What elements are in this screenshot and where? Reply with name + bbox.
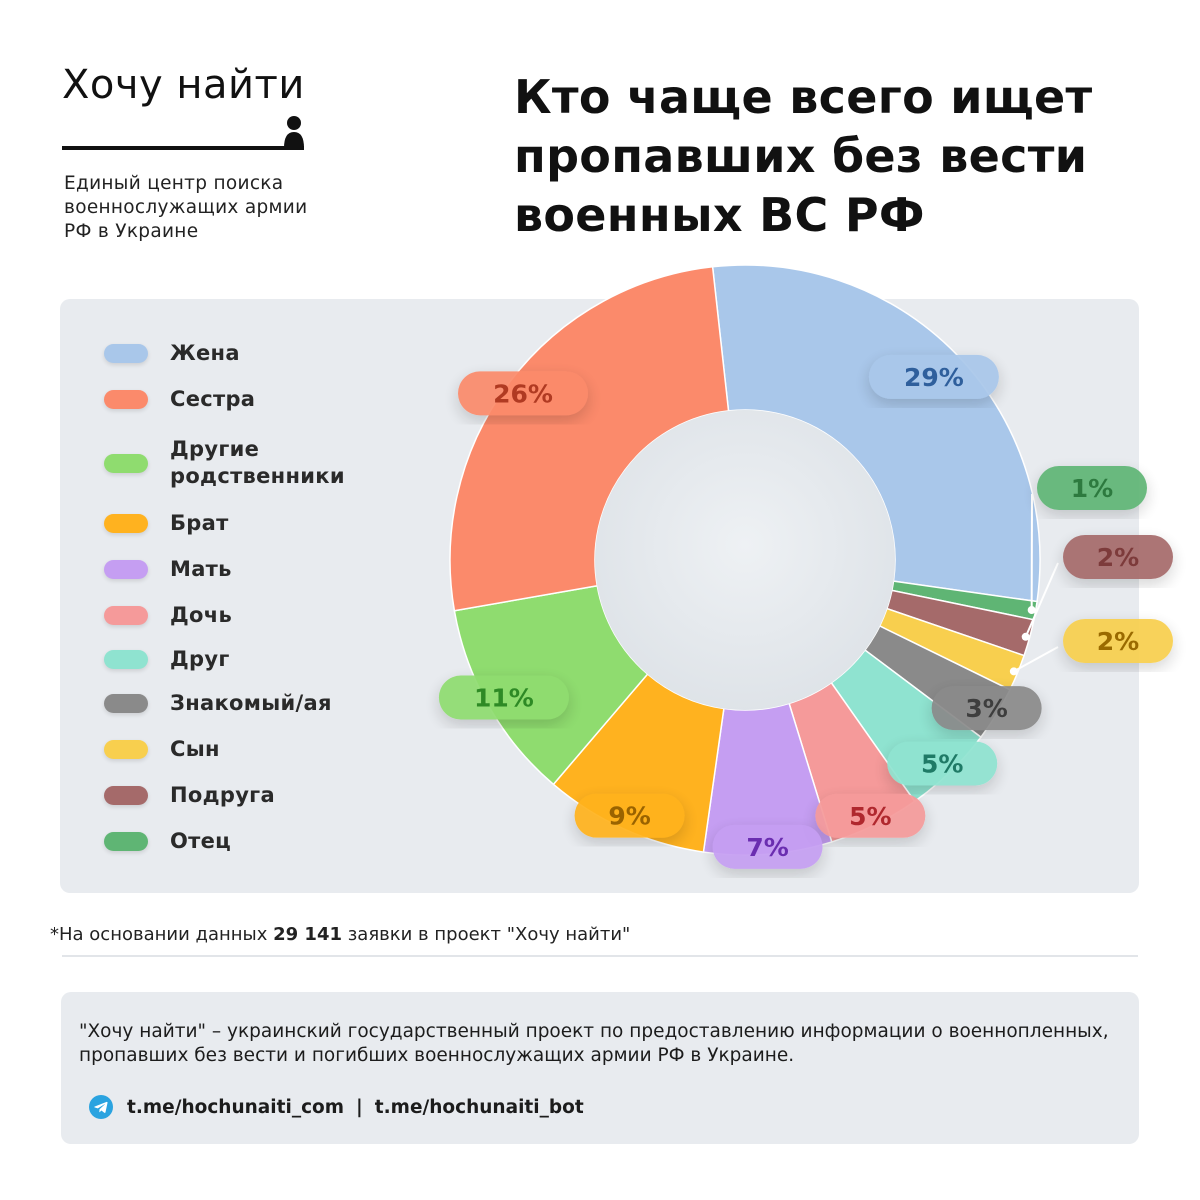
brand-underline xyxy=(62,146,304,150)
data-label-сестра: 26% xyxy=(458,371,589,416)
footnote-count: 29 141 xyxy=(273,924,342,945)
data-label-жена: 29% xyxy=(868,354,999,399)
legend-item-отец: Отец xyxy=(104,828,231,855)
data-label-подруга: 2% xyxy=(1063,535,1173,579)
footnote: *На основании данных 29 141 заявки в про… xyxy=(50,924,630,945)
data-label-text: 5% xyxy=(849,802,891,831)
data-label-pill xyxy=(438,675,569,720)
divider xyxy=(62,955,1138,957)
legend-label: Жена xyxy=(170,341,240,365)
data-label-text: 11% xyxy=(474,684,534,713)
legend-item-мать: Мать xyxy=(104,556,232,583)
data-label-знакомый-ая: 3% xyxy=(931,686,1042,731)
data-label-text: 9% xyxy=(608,802,650,831)
legend-label: Другие родственники xyxy=(170,437,345,488)
legend-label: Дочь xyxy=(170,603,233,627)
data-label-pill xyxy=(574,793,685,838)
legend-label: Знакомый/ая xyxy=(170,691,332,715)
legend-item-дочь: Дочь xyxy=(104,602,232,629)
legend-item-знакомый-ая: Знакомый/ая xyxy=(104,690,332,717)
person-silhouette-icon xyxy=(284,116,304,148)
link-bot[interactable]: t.me/hochunaiti_bot xyxy=(374,1096,584,1118)
data-label-pill xyxy=(712,824,823,869)
data-label-text: 2% xyxy=(1097,627,1139,656)
data-label-text: 7% xyxy=(746,833,788,862)
leader-dot xyxy=(1027,606,1036,615)
data-label-брат: 9% xyxy=(574,793,685,838)
legend-label: Брат xyxy=(170,511,229,535)
data-label-pill xyxy=(1063,619,1173,663)
data-label-pill xyxy=(868,354,999,399)
brand-title: Хочу найти xyxy=(62,62,305,108)
data-label-text: 1% xyxy=(1071,474,1113,503)
legend-swatch xyxy=(104,514,148,533)
page-title: Кто чаще всего ищет пропавших без вести … xyxy=(514,70,1093,242)
legend-swatch xyxy=(104,453,148,473)
legend-swatch xyxy=(104,390,148,409)
data-label-дочь: 5% xyxy=(815,793,926,838)
legend-item-жена: Жена xyxy=(104,340,240,367)
legend-swatch xyxy=(104,832,148,851)
data-label-pill xyxy=(931,686,1042,731)
legend-label: Отец xyxy=(170,829,232,853)
legend-swatch xyxy=(104,606,148,625)
data-label-pill xyxy=(815,793,926,838)
info-links: t.me/hochunaiti_com | t.me/hochunaiti_bo… xyxy=(89,1095,584,1119)
data-label-мать: 7% xyxy=(712,824,823,869)
info-text: "Хочу найти" – украинский государственны… xyxy=(79,1021,1109,1066)
legend-swatch xyxy=(104,560,148,579)
legend-swatch xyxy=(104,650,148,669)
data-label-pill xyxy=(458,371,589,416)
legend-swatch xyxy=(104,694,148,713)
legend-item-друг: Друг xyxy=(104,646,230,673)
legend-label: Сын xyxy=(170,737,220,761)
data-label-text: 29% xyxy=(904,363,964,392)
data-label-pill xyxy=(1037,466,1147,510)
legend-label: Друг xyxy=(170,647,230,671)
data-label-друг: 5% xyxy=(887,741,998,786)
legend-item-сестра: Сестра xyxy=(104,386,255,413)
brand-subtitle: Единый центр поиска военнослужащих армии… xyxy=(64,173,308,242)
info-box: "Хочу найти" – украинский государственны… xyxy=(61,992,1139,1144)
legend-label: Подруга xyxy=(170,783,275,807)
leader-line xyxy=(1013,646,1059,673)
link-channel[interactable]: t.me/hochunaiti_com xyxy=(127,1096,345,1118)
donut-hole xyxy=(595,410,895,710)
legend-item-другие-родственники: Другие родственники xyxy=(104,436,345,490)
footnote-suffix: заявки в проект "Хочу найти" xyxy=(342,924,631,945)
footnote-prefix: *На основании данных xyxy=(50,924,274,945)
data-label-pill xyxy=(1063,535,1173,579)
legend-item-подруга: Подруга xyxy=(104,782,275,809)
brand-block: Хочу найти Единый центр поиска военнослу… xyxy=(62,62,310,242)
data-label-text: 26% xyxy=(493,379,553,408)
legend-label: Сестра xyxy=(170,387,256,411)
data-label-другие-родственники: 11% xyxy=(438,675,569,720)
data-label-text: 2% xyxy=(1097,543,1139,572)
data-label-text: 3% xyxy=(965,694,1007,723)
leader-line xyxy=(1024,562,1059,638)
data-label-сын: 2% xyxy=(1063,619,1173,663)
leader-dot xyxy=(1009,667,1018,676)
legend-label: Мать xyxy=(170,557,232,581)
legend-item-сын: Сын xyxy=(104,736,220,763)
data-label-pill xyxy=(887,741,998,786)
telegram-icon xyxy=(89,1095,113,1119)
legend-item-брат: Брат xyxy=(104,510,229,537)
data-label-text: 5% xyxy=(921,750,963,779)
data-label-отец: 1% xyxy=(1037,466,1147,510)
legend-swatch xyxy=(104,740,148,759)
link-separator: | xyxy=(356,1096,363,1118)
leader-dot xyxy=(1021,632,1030,641)
legend-swatch xyxy=(104,344,148,363)
legend-swatch xyxy=(104,786,148,805)
